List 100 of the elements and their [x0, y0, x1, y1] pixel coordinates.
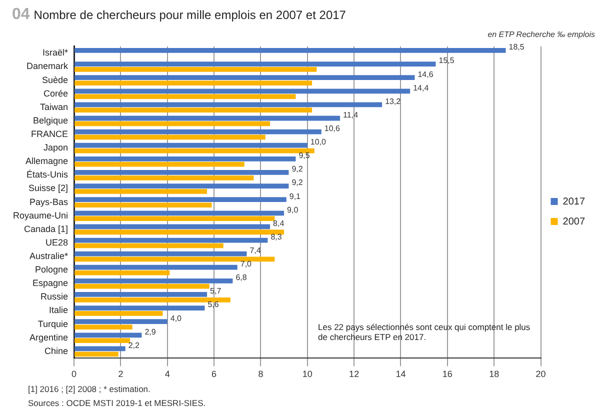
bar [74, 324, 132, 330]
bar [74, 278, 233, 284]
bar [74, 102, 382, 108]
x-tick-label: 12 [349, 369, 360, 380]
data-label: 5,7 [210, 286, 222, 296]
bar [74, 338, 130, 344]
bar [74, 264, 238, 270]
bar [74, 230, 284, 235]
bar [74, 142, 308, 148]
bar [74, 148, 314, 154]
bar [74, 184, 289, 188]
legend-label: 2017 [562, 196, 586, 208]
bar [74, 156, 296, 162]
bar [74, 216, 275, 222]
data-label: 10,6 [324, 124, 341, 134]
y-tick-label: Japon [43, 142, 68, 153]
y-tick-label: Pays-Bas [30, 196, 69, 207]
bar [74, 292, 208, 297]
y-tick-label: Russie [40, 292, 68, 302]
x-tick-label: 4 [164, 369, 170, 380]
bar [74, 256, 275, 262]
bar [74, 297, 230, 302]
y-tick-label: Espagne [32, 278, 68, 288]
chart-subtitle: en ETP Recherche ‰ emplois [488, 30, 595, 39]
data-label: 2,9 [144, 327, 156, 336]
x-tick-label: 16 [442, 369, 452, 380]
y-tick-label: Suède [42, 74, 68, 85]
bar [74, 88, 410, 94]
x-tick-label: 6 [212, 369, 217, 380]
y-tick-label: FRANCE [31, 129, 68, 139]
y-tick-label: Belgique [32, 115, 68, 126]
bar [74, 162, 244, 167]
bar [74, 170, 289, 175]
bar [74, 116, 340, 121]
bar [74, 80, 312, 86]
bar [74, 48, 506, 53]
bar [74, 311, 163, 316]
bar [74, 75, 415, 80]
bar [74, 121, 270, 126]
data-label: 11,4 [343, 110, 359, 120]
x-tick-label: 20 [536, 369, 546, 380]
bar [74, 306, 205, 310]
legend-label: 2007 [562, 216, 586, 228]
data-label: 9,2 [292, 178, 304, 188]
bar [74, 67, 317, 72]
data-label: 9,2 [292, 164, 304, 174]
annotation: Les 22 pays sélectionnés sont ceux qui comptent le plus de chercheurs ETP en 2017. [318, 322, 532, 342]
y-tick-label: Danemark [26, 61, 69, 72]
y-tick-label: Corée [44, 88, 68, 98]
y-tick-label: États-Unis [26, 170, 69, 180]
x-tick-label: 0 [72, 369, 77, 380]
y-tick-label: Suisse [2] [28, 183, 68, 194]
data-label: 13,2 [385, 96, 402, 106]
bar [74, 210, 284, 216]
y-tick-label: Taiwan [40, 102, 68, 112]
bar [74, 202, 212, 208]
data-label: 18,5 [508, 42, 525, 52]
bar [74, 243, 224, 248]
data-label: 5,6 [208, 300, 220, 310]
bar [74, 319, 168, 324]
data-label: 7,4 [250, 246, 262, 256]
y-tick-label: Royaume-Uni [12, 210, 68, 220]
x-tick-label: 18 [489, 369, 500, 380]
bar [74, 224, 270, 230]
y-tick-label: Turquie [38, 318, 68, 329]
data-label: 9,5 [298, 151, 310, 160]
data-label: 6,8 [236, 273, 248, 282]
bar [74, 62, 436, 66]
data-label: 14,6 [418, 70, 434, 79]
data-label: 8,3 [270, 232, 282, 242]
y-tick-label: Chine [44, 346, 68, 356]
x-tick-label: 2 [118, 369, 124, 380]
bar [74, 94, 296, 99]
bar [74, 284, 210, 289]
bar [74, 134, 266, 140]
data-label: 15,5 [438, 56, 455, 66]
data-label: 2,2 [128, 340, 140, 350]
data-label: 14,4 [413, 83, 430, 92]
x-tick-label: 10 [302, 369, 312, 380]
data-label: 10,0 [310, 138, 327, 147]
data-label: 4,0 [170, 314, 182, 323]
bar [74, 189, 208, 194]
text: [1] 2016 ; [2] 2008 ; * estimation. [28, 384, 150, 394]
x-tick-label: 8 [258, 369, 264, 380]
bar [74, 108, 312, 113]
chart-title: Nombre de chercheurs pour mille emplois en 2007 et 2017 [34, 8, 346, 22]
bar [74, 270, 170, 276]
x-tick-label: 14 [396, 369, 406, 380]
text: 04 [12, 6, 30, 23]
y-tick-label: Israël* [42, 48, 69, 58]
bar [74, 251, 247, 256]
source-note: Sources : OCDE MSTI 2019-1 et MESRI-SIES. [28, 398, 206, 408]
bar [74, 346, 126, 352]
data-label: 7,0 [240, 260, 252, 269]
y-tick-label: Italie [49, 305, 68, 316]
data-label: 9,0 [287, 205, 299, 214]
y-tick-label: Pologne [34, 264, 68, 275]
data-label: 8,4 [273, 218, 285, 228]
bar [74, 175, 254, 180]
y-tick-label: Australie* [29, 251, 69, 262]
